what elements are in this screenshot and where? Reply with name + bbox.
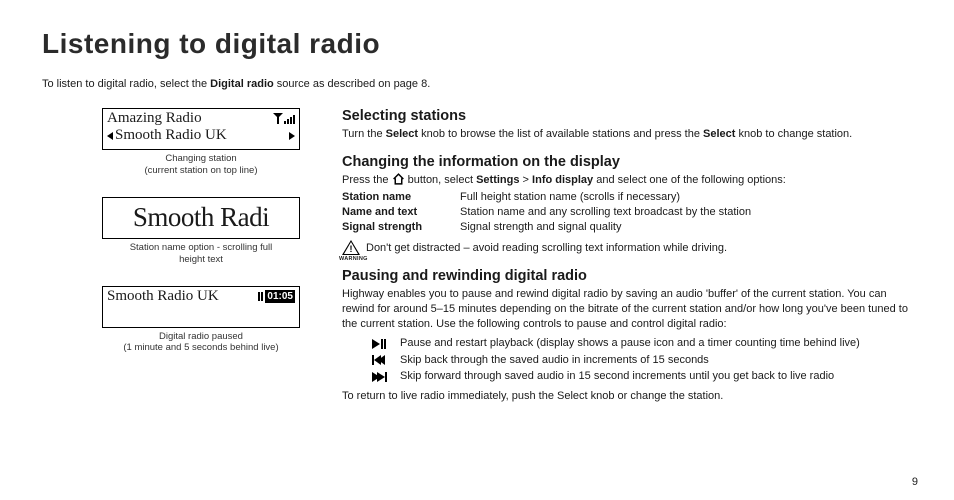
sel-b: knob to browse the list of available sta… — [418, 128, 703, 140]
warning-text: Don't get distracted – avoid reading scr… — [366, 242, 727, 254]
pause-p1: Highway enables you to pause and rewind … — [342, 287, 912, 332]
skip-forward-icon — [372, 372, 390, 382]
home-icon — [392, 173, 405, 185]
opt-row: Signal strengthSignal strength and signa… — [342, 220, 912, 235]
d3-time: 01:05 — [265, 290, 295, 303]
info-bold1: Settings — [476, 174, 519, 186]
skip-back-icon — [372, 355, 390, 365]
opt-v: Signal strength and signal quality — [460, 220, 912, 235]
warning-row: ! WARNING Don't get distracted – avoid r… — [342, 240, 912, 256]
play-pause-icon — [372, 339, 390, 349]
ctrl-text: Skip back through the saved audio in inc… — [400, 352, 709, 369]
d2-text: Smooth Radi — [133, 202, 269, 233]
opt-k: Name and text — [342, 205, 460, 220]
intro-bold: Digital radio — [210, 78, 274, 90]
sel-a: Turn the — [342, 128, 386, 140]
arrow-left-icon — [107, 132, 113, 140]
controls-list: Pause and restart playback (display show… — [372, 335, 912, 385]
right-column: Selecting stations Turn the Select knob … — [342, 108, 912, 406]
selecting-text: Turn the Select knob to browse the list … — [342, 127, 912, 142]
opt-k: Station name — [342, 190, 460, 205]
control-row: Skip forward through saved audio in 15 s… — [372, 368, 912, 385]
opt-row: Station nameFull height station name (sc… — [342, 190, 912, 205]
d1-caption-l2: (current station on top line) — [144, 165, 257, 176]
d2-caption-l1: Station name option - scrolling full — [130, 242, 273, 253]
ctrl-text: Skip forward through saved audio in 15 s… — [400, 368, 834, 385]
d3-caption-l2: (1 minute and 5 seconds behind live) — [123, 342, 278, 353]
sel-b2: Select — [703, 128, 735, 140]
d3-line1: Smooth Radio UK — [107, 288, 219, 305]
d3-caption-l1: Digital radio paused — [159, 331, 243, 342]
content-columns: Amazing Radio Smooth Radio UK Changing s… — [42, 108, 912, 406]
pause-icon — [258, 292, 263, 301]
display-changing-station: Amazing Radio Smooth Radio UK — [102, 108, 300, 150]
sel-c: knob to change station. — [735, 128, 852, 140]
left-column: Amazing Radio Smooth Radio UK Changing s… — [42, 108, 312, 406]
d1-line2: Smooth Radio UK — [115, 127, 227, 144]
opt-v: Full height station name (scrolls if nec… — [460, 190, 912, 205]
opt-row: Name and textStation name and any scroll… — [342, 205, 912, 220]
ctrl-text: Pause and restart playback (display show… — [400, 335, 860, 352]
d2-caption: Station name option - scrolling full hei… — [90, 242, 312, 266]
display-scrolling-name: Smooth Radi — [102, 197, 300, 239]
pause-head: Pausing and rewinding digital radio — [342, 268, 912, 284]
page-number: 9 — [912, 476, 918, 488]
signal-icon — [274, 113, 295, 124]
arrow-right-icon — [289, 132, 295, 140]
d1-caption-l1: Changing station — [165, 153, 236, 164]
control-row: Skip back through the saved audio in inc… — [372, 352, 912, 369]
info-a: Press the — [342, 174, 392, 186]
info-b: button, select — [408, 174, 477, 186]
sel-b1: Select — [386, 128, 418, 140]
warning-label: WARNING — [339, 256, 368, 262]
intro-text: To listen to digital radio, select the D… — [42, 78, 912, 90]
d1-line1: Amazing Radio — [107, 110, 202, 127]
control-row: Pause and restart playback (display show… — [372, 335, 912, 352]
opt-v: Station name and any scrolling text broa… — [460, 205, 912, 220]
info-c: and select one of the following options: — [593, 174, 786, 186]
info-gt: > — [520, 174, 533, 186]
display-paused: Smooth Radio UK 01:05 — [102, 286, 300, 328]
d2-caption-l2: height text — [179, 254, 223, 265]
pause-p2: To return to live radio immediately, pus… — [342, 389, 912, 404]
intro-before: To listen to digital radio, select the — [42, 78, 210, 90]
page-title: Listening to digital radio — [42, 28, 912, 60]
warning-icon: ! WARNING — [342, 240, 360, 256]
opt-k: Signal strength — [342, 220, 460, 235]
d3-caption: Digital radio paused (1 minute and 5 sec… — [90, 331, 312, 355]
info-intro: Press the button, select Settings > Info… — [342, 173, 912, 188]
info-bold2: Info display — [532, 174, 593, 186]
selecting-head: Selecting stations — [342, 108, 912, 124]
info-head: Changing the information on the display — [342, 154, 912, 170]
intro-after: source as described on page 8. — [274, 78, 431, 90]
info-options: Station nameFull height station name (sc… — [342, 190, 912, 236]
d1-caption: Changing station (current station on top… — [90, 153, 312, 177]
